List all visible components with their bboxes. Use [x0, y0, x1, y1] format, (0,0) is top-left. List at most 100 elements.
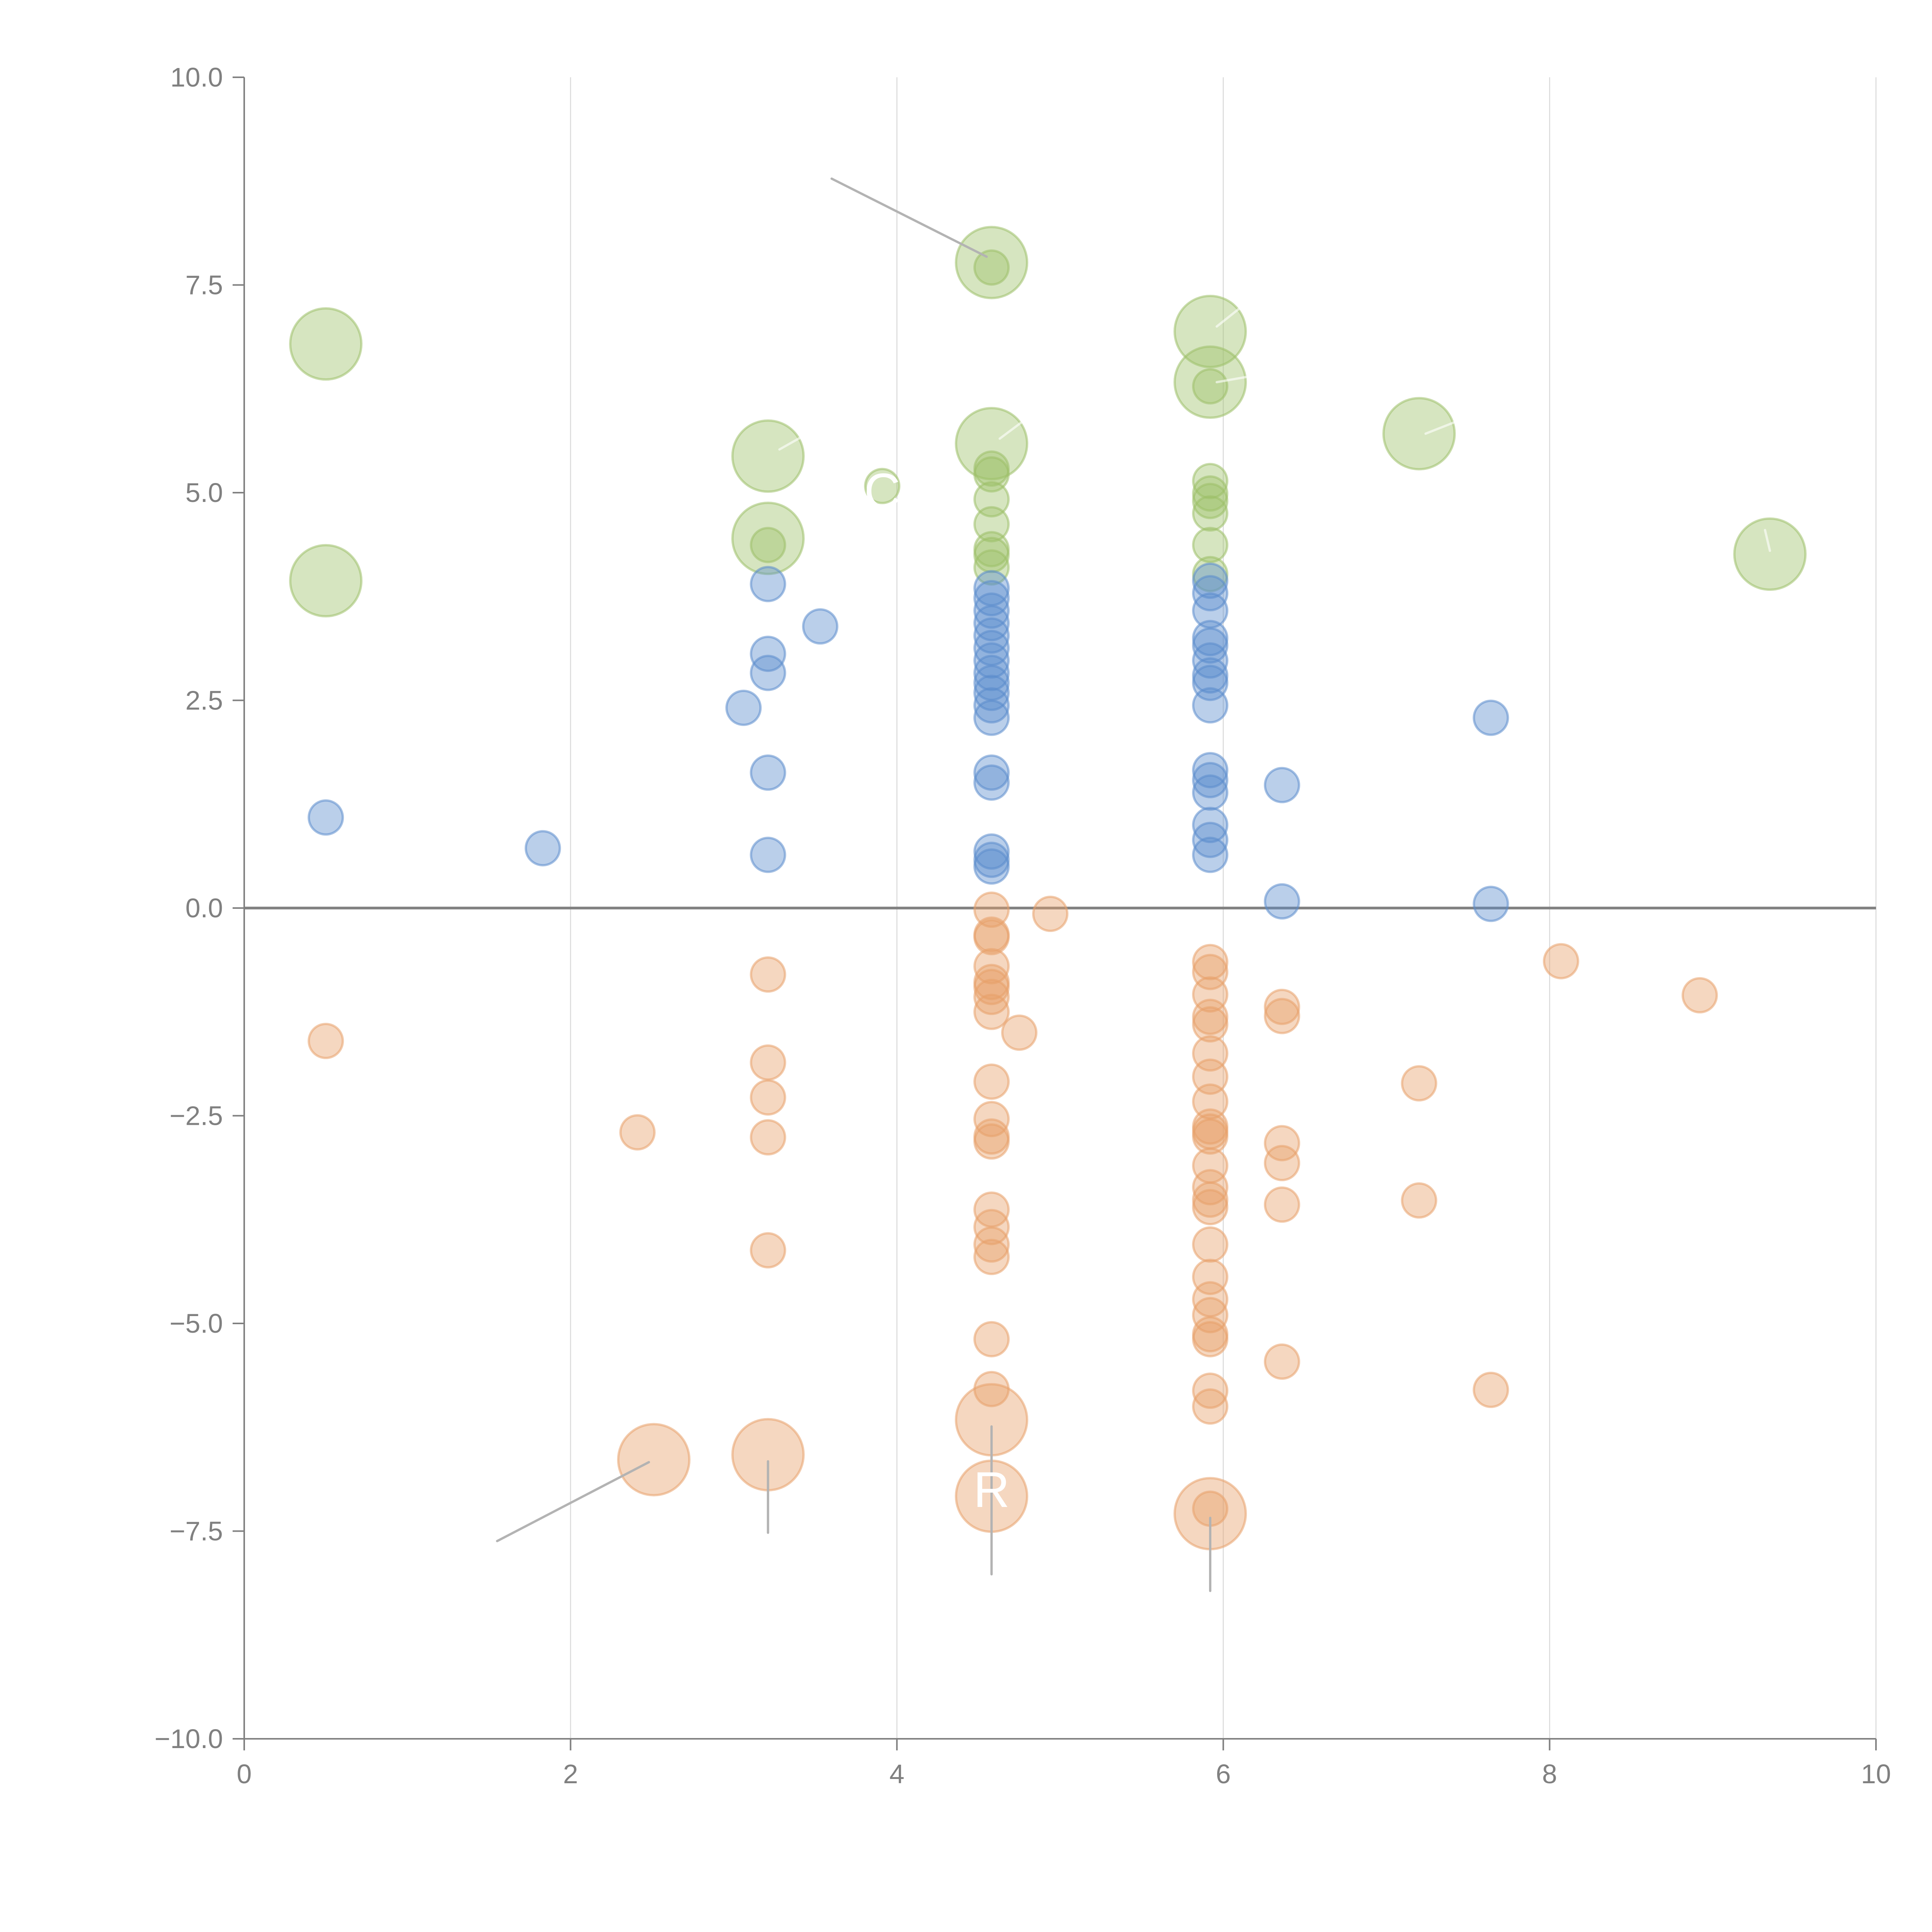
point-annotation: C — [864, 463, 900, 519]
y-tick-label: 2.5 — [185, 685, 223, 716]
data-point-orange — [750, 1232, 786, 1269]
point-labels: CR — [864, 463, 1010, 1518]
data-point-blue — [973, 754, 1010, 791]
data-point-blue — [1192, 807, 1229, 843]
data-point-green — [973, 456, 1010, 493]
data-point-blue — [973, 833, 1010, 870]
series-orange — [308, 891, 1718, 1551]
x-tick-label: 10 — [1861, 1759, 1891, 1789]
data-point-green — [955, 407, 1029, 481]
leader-lines — [496, 177, 1771, 1592]
data-point-orange — [1192, 1169, 1229, 1206]
leader-line-1 — [496, 1461, 650, 1543]
data-point-blue — [1192, 627, 1229, 664]
data-point-green — [973, 549, 1010, 586]
data-point-blue — [973, 580, 1010, 617]
data-point-blue — [750, 566, 786, 602]
data-point-green — [973, 506, 1010, 543]
data-point-orange — [1264, 998, 1300, 1034]
data-point-orange — [973, 969, 1010, 1005]
data-point-blue — [524, 830, 561, 867]
data-point-orange — [1264, 1186, 1300, 1223]
data-point-blue — [973, 848, 1010, 885]
x-tick-label: 8 — [1542, 1759, 1557, 1789]
data-point-orange — [973, 1239, 1010, 1275]
leader-line-9 — [1424, 421, 1456, 435]
data-point-orange — [1192, 1321, 1229, 1357]
y-tick-label: −7.5 — [170, 1516, 223, 1546]
data-point-orange — [750, 1044, 786, 1081]
data-point-orange — [1401, 1065, 1437, 1102]
data-point-orange — [973, 1123, 1010, 1160]
data-point-green — [289, 307, 363, 381]
data-point-blue — [308, 799, 344, 836]
data-point-orange — [973, 1063, 1010, 1100]
data-point-orange — [1192, 1388, 1229, 1425]
data-point-orange — [1192, 1058, 1229, 1095]
data-point-blue — [973, 699, 1010, 736]
data-point-orange — [750, 1119, 786, 1156]
data-point-blue — [1192, 562, 1229, 599]
x-tick-label: 6 — [1216, 1759, 1231, 1789]
data-point-orange — [308, 1023, 344, 1059]
data-point-green — [731, 419, 805, 493]
data-point-orange — [750, 1079, 786, 1116]
data-point-green — [1192, 368, 1229, 405]
data-point-blue — [1473, 886, 1509, 922]
data-point-orange — [973, 948, 1010, 985]
data-point-orange — [1192, 944, 1229, 980]
data-point-blue — [750, 754, 786, 791]
data-point-blue — [973, 655, 1010, 691]
series-blue — [308, 562, 1509, 922]
data-point-blue — [973, 592, 1010, 629]
data-point-blue — [973, 675, 1010, 711]
data-point-blue — [973, 687, 1010, 724]
data-point-green — [1382, 397, 1456, 471]
data-point-blue — [1192, 774, 1229, 811]
data-point-orange — [617, 1423, 690, 1497]
data-point-orange — [1192, 1226, 1229, 1263]
y-tick-label: −2.5 — [170, 1101, 223, 1131]
y-tick-label: 7.5 — [185, 270, 223, 300]
data-point-orange — [1192, 1372, 1229, 1409]
data-point-orange — [1473, 1372, 1509, 1408]
data-point-blue — [1192, 687, 1229, 724]
leader-line-0 — [830, 177, 988, 258]
data-points — [289, 226, 1807, 1551]
data-point-green — [750, 527, 786, 563]
data-point-blue — [973, 764, 1010, 801]
data-point-orange — [1192, 1189, 1229, 1225]
data-point-green — [955, 226, 1029, 299]
data-point-orange — [1543, 943, 1579, 980]
data-point-green — [1192, 463, 1229, 499]
y-tick-label: −10.0 — [155, 1724, 223, 1754]
data-point-blue — [1192, 821, 1229, 858]
data-point-orange — [750, 956, 786, 993]
x-tick-label: 2 — [563, 1759, 578, 1789]
leader-line-6 — [998, 417, 1029, 440]
data-point-orange — [973, 979, 1010, 1015]
data-point-blue — [802, 608, 838, 645]
data-point-green — [1192, 495, 1229, 532]
data-point-green — [1173, 345, 1247, 419]
series-green — [289, 226, 1807, 617]
data-point-orange — [619, 1114, 656, 1151]
y-tick-label: 5.0 — [185, 478, 223, 508]
data-point-green — [864, 468, 901, 504]
data-point-green — [1192, 483, 1229, 519]
data-point-blue — [1264, 767, 1300, 803]
data-point-blue — [973, 605, 1010, 641]
data-point-green — [289, 544, 363, 617]
data-point-blue — [1264, 883, 1300, 920]
data-point-orange — [1032, 896, 1069, 932]
y-tick-label: 0.0 — [185, 893, 223, 923]
data-point-orange — [1192, 1006, 1229, 1043]
data-point-blue — [750, 636, 786, 672]
data-point-orange — [973, 993, 1010, 1030]
data-point-orange — [973, 1226, 1010, 1263]
x-tick-label: 4 — [889, 1759, 905, 1789]
data-point-green — [1192, 527, 1229, 563]
data-point-blue — [725, 689, 762, 726]
data-point-blue — [750, 655, 786, 691]
data-point-green — [731, 502, 805, 575]
